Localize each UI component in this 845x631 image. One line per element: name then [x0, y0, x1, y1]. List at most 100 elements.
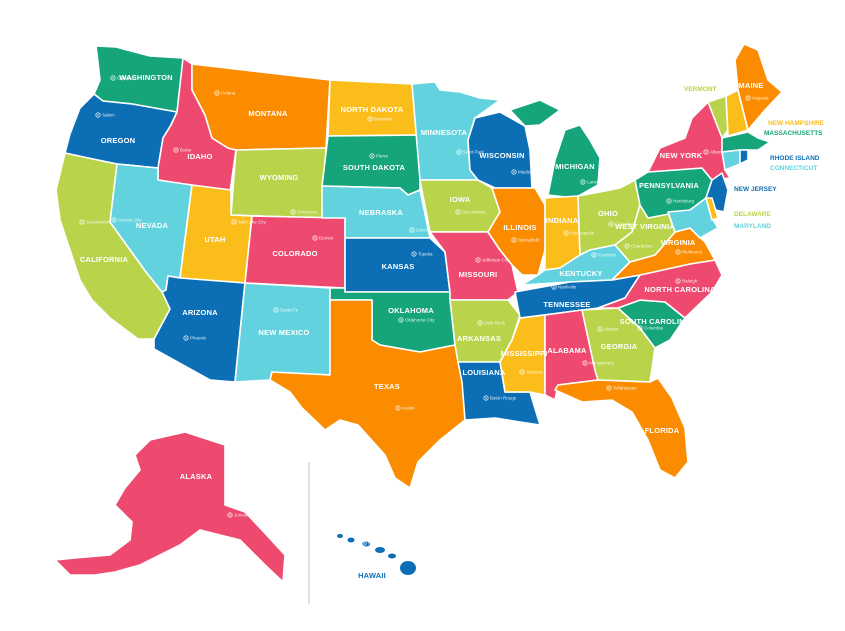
- capital-dot-iowa: [457, 211, 459, 213]
- label-west-virginia: WEST VIRGINIA: [615, 222, 675, 231]
- state-alaska[interactable]: [54, 431, 286, 583]
- capital-label-arizona: Phoenix: [190, 336, 207, 341]
- capital-label-florida: Tallahassee: [613, 386, 637, 391]
- state-illinois[interactable]: [487, 187, 546, 276]
- label-maine: MAINE: [738, 81, 763, 90]
- capital-label-virginia: Richmond: [682, 250, 703, 255]
- label-nevada: NEVADA: [136, 221, 169, 230]
- capital-label-hawaii: Honolulu: [368, 541, 386, 546]
- capital-label-maine: Augusta: [752, 96, 769, 101]
- capital-label-montana: Helena: [221, 91, 236, 96]
- capital-dot-montana: [216, 92, 218, 94]
- capital-marker-maine: [745, 95, 751, 101]
- state-rhode-island[interactable]: [739, 149, 749, 165]
- callout-vermont: VERMONT: [684, 86, 717, 93]
- label-arizona: ARIZONA: [182, 308, 218, 317]
- capital-dot-colorado: [314, 237, 316, 239]
- capital-dot-south-carolina: [639, 327, 641, 329]
- capital-dot-nebraska: [411, 229, 413, 231]
- capital-label-kentucky: Frankfort: [598, 253, 617, 258]
- capital-marker-missouri: [475, 257, 481, 263]
- capital-dot-tennessee: [553, 286, 555, 288]
- capital-marker-iowa: [455, 209, 461, 215]
- capital-label-mississippi: Jackson: [526, 370, 543, 375]
- capital-label-new-mexico: Santa Fe: [280, 308, 299, 313]
- capital-label-ohio: Columbus: [615, 222, 636, 227]
- capital-dot-alabama: [584, 362, 586, 364]
- capital-dot-ohio: [610, 223, 612, 225]
- state-maryland[interactable]: [667, 197, 719, 239]
- capital-markers: Olympia Salem Sacramento Boise Carson City He…: [79, 75, 769, 546]
- state-michigan[interactable]: [509, 99, 601, 199]
- state-maine[interactable]: [734, 43, 783, 131]
- state-hawaii[interactable]: [337, 534, 416, 575]
- state-wyoming[interactable]: [230, 147, 327, 219]
- capital-dot-arizona: [185, 337, 187, 339]
- label-oklahoma: OKLAHOMA: [388, 306, 434, 315]
- capital-label-idaho: Boise: [180, 148, 192, 153]
- capital-dot-oklahoma: [400, 319, 402, 321]
- callout-delaware: DELAWARE: [734, 211, 772, 218]
- callout-maryland: MARYLAND: [734, 223, 771, 230]
- capital-dot-wyoming: [292, 211, 294, 213]
- capital-marker-ohio: [608, 221, 614, 227]
- capital-dot-louisiana: [485, 397, 487, 399]
- capital-label-alaska: Juneau: [234, 513, 249, 518]
- label-illinois: ILLINOIS: [503, 223, 536, 232]
- capital-dot-illinois: [513, 239, 515, 241]
- state-texas[interactable]: [269, 299, 466, 489]
- capital-marker-illinois: [511, 237, 517, 243]
- capital-dot-idaho: [175, 149, 177, 151]
- label-new-york: NEW YORK: [660, 151, 703, 160]
- capital-label-oklahoma: Oklahoma City: [405, 318, 435, 323]
- label-south-carolina: SOUTH CAROLINA: [620, 317, 691, 326]
- capital-marker-california: [79, 219, 85, 225]
- label-virginia: VIRGINIA: [661, 238, 696, 247]
- capital-label-indiana: Indianapolis: [570, 231, 595, 236]
- capital-label-wyoming: Cheyenne: [297, 210, 318, 215]
- state-montana[interactable]: [191, 63, 331, 151]
- capital-label-utah: Salt Lake City: [238, 220, 267, 225]
- capital-label-iowa: Des Moines: [462, 210, 487, 215]
- capital-marker-minnesota: [456, 149, 462, 155]
- capital-marker-arizona: [183, 335, 189, 341]
- capital-dot-minnesota: [458, 151, 460, 153]
- capital-label-south-carolina: Columbia: [644, 326, 664, 331]
- capital-dot-utah: [233, 221, 235, 223]
- capital-marker-nevada: [111, 217, 117, 223]
- capital-dot-georgia: [599, 328, 601, 330]
- capital-marker-idaho: [173, 147, 179, 153]
- capital-marker-north-dakota: [367, 116, 373, 122]
- capital-label-north-carolina: Raleigh: [682, 279, 698, 284]
- capital-label-texas: Austin: [402, 406, 415, 411]
- callout-new-hampshire: NEW HAMPSHIRE: [768, 120, 825, 127]
- capital-dot-alaska: [229, 514, 231, 516]
- capital-marker-montana: [214, 90, 220, 96]
- capital-dot-california: [81, 221, 83, 223]
- capital-marker-utah: [231, 219, 237, 225]
- label-south-dakota: SOUTH DAKOTA: [343, 163, 406, 172]
- callout-massachusetts: MASSACHUSETTS: [764, 130, 823, 137]
- state-arizona[interactable]: [153, 275, 246, 383]
- callout-connecticut: CONNECTICUT: [770, 165, 817, 172]
- capital-label-tennessee: Nashville: [558, 285, 577, 290]
- label-north-carolina: NORTH CAROLINA: [644, 285, 716, 294]
- state-florida[interactable]: [554, 377, 689, 479]
- capital-label-michigan: Lansing: [587, 180, 603, 185]
- label-montana: MONTANA: [248, 109, 288, 118]
- label-alaska: ALASKA: [180, 472, 213, 481]
- capital-marker-pennsylvania: [666, 198, 672, 204]
- capital-marker-alaska: [227, 512, 233, 518]
- capital-dot-new-york: [705, 151, 707, 153]
- state-delaware[interactable]: [705, 197, 719, 221]
- label-utah: UTAH: [204, 235, 225, 244]
- state-connecticut[interactable]: [721, 149, 741, 171]
- capital-label-arkansas: Little Rock: [484, 321, 506, 326]
- capital-marker-hawaii: [361, 540, 367, 546]
- capital-dot-west-virginia: [626, 245, 628, 247]
- capital-marker-virginia: [675, 249, 681, 255]
- capital-label-georgia: Atlanta: [604, 327, 619, 332]
- label-oregon: OREGON: [101, 136, 136, 145]
- capital-dot-kansas: [413, 253, 415, 255]
- state-iowa[interactable]: [419, 179, 501, 233]
